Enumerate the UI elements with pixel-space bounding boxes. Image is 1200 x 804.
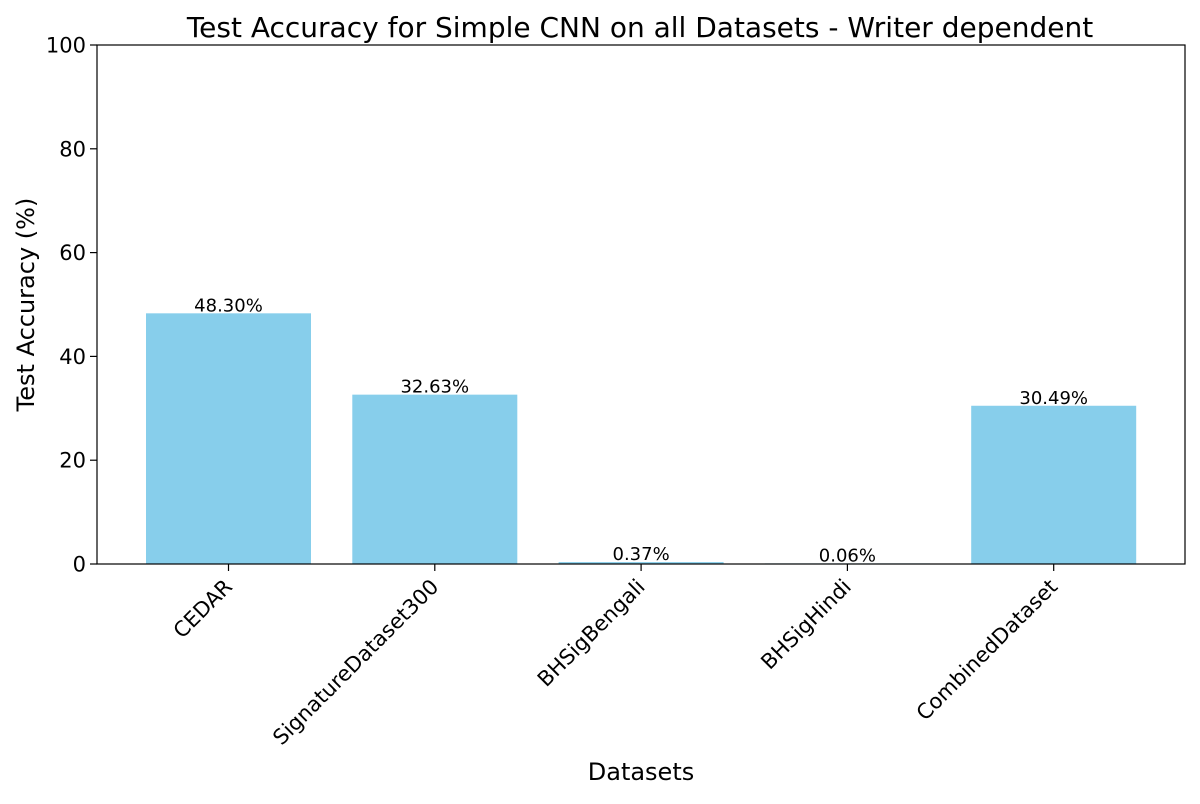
bars-layer [146, 313, 1137, 564]
y-axis-label: Test Accuracy (%) [12, 198, 40, 413]
bar-bhsigbengali [558, 562, 724, 564]
y-tick-label: 0 [73, 553, 86, 577]
x-axis-label: Datasets [588, 758, 695, 786]
x-tick-label: CombinedDataset [912, 575, 1063, 726]
bar-value-label: 0.37% [613, 544, 670, 565]
bar-value-label: 48.30% [194, 295, 263, 316]
chart-title: Test Accuracy for Simple CNN on all Data… [186, 11, 1093, 44]
bar-value-label: 32.63% [400, 377, 469, 398]
bar-value-label: 0.06% [819, 546, 876, 567]
bar-cedar [146, 313, 311, 564]
y-tick-label: 40 [59, 345, 86, 369]
x-tick-label: BHSigBengali [533, 575, 650, 692]
x-tick-label: SignatureDataset300 [268, 575, 443, 750]
bar-value-label: 30.49% [1019, 388, 1088, 409]
bar-signaturedataset300 [352, 394, 518, 564]
y-axis: 0 20 40 60 80 100 [46, 34, 97, 577]
y-tick-label: 20 [59, 449, 86, 473]
x-tick-label: BHSigHindi [756, 575, 856, 675]
y-tick-label: 80 [59, 137, 86, 161]
x-axis: CEDAR SignatureDataset300 BHSigBengali BHSi… [169, 564, 1063, 750]
y-tick-label: 60 [59, 241, 86, 265]
y-tick-label: 100 [46, 34, 86, 58]
value-labels-layer: 48.30% 32.63% 0.37% 0.06% 30.49% [194, 295, 1088, 566]
x-tick-label: CEDAR [169, 575, 237, 643]
bar-combineddataset [971, 405, 1137, 564]
